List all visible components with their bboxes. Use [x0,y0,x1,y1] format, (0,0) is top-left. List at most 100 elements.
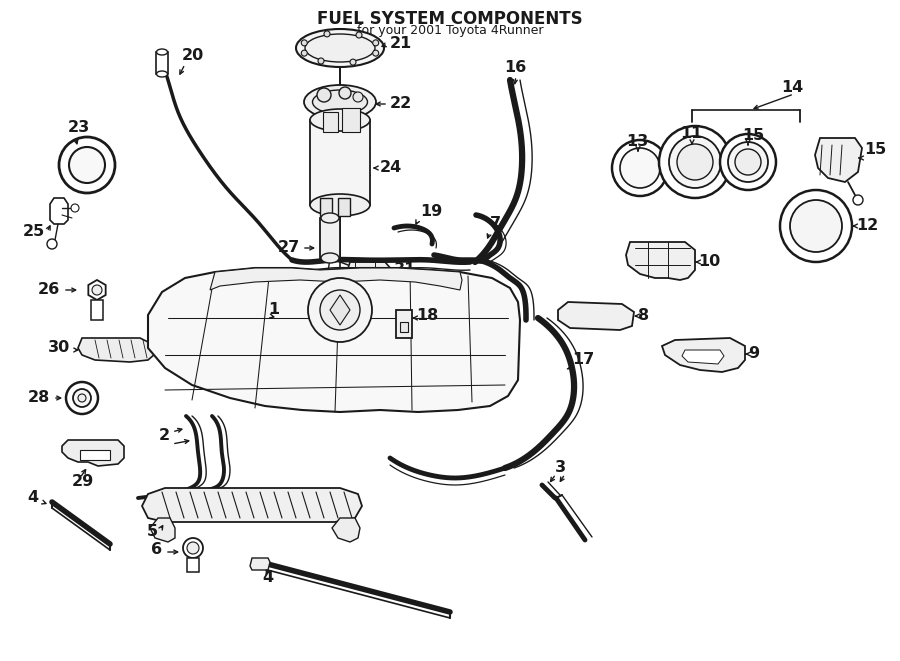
Circle shape [302,50,307,56]
Circle shape [183,538,203,558]
Polygon shape [148,268,520,412]
Circle shape [92,285,102,295]
Ellipse shape [157,49,167,55]
Bar [187,558,199,572]
Circle shape [318,58,324,64]
Polygon shape [345,262,392,302]
Ellipse shape [305,34,375,62]
Circle shape [620,148,660,188]
Ellipse shape [321,213,339,223]
Text: 30: 30 [48,340,70,356]
Polygon shape [250,558,270,570]
Circle shape [373,40,379,46]
Text: 4: 4 [262,570,273,586]
Text: 2: 2 [159,428,170,442]
Text: 6: 6 [151,543,162,557]
Text: 1: 1 [268,303,279,317]
Text: 29: 29 [72,475,94,490]
Circle shape [373,50,379,56]
Ellipse shape [296,29,384,67]
Circle shape [302,40,307,46]
Polygon shape [50,198,68,224]
Circle shape [73,389,91,407]
Text: 8: 8 [638,309,649,323]
Bar [91,300,103,320]
Text: 3: 3 [554,461,565,475]
Polygon shape [80,450,110,460]
Text: 15: 15 [742,128,764,143]
Circle shape [47,239,57,249]
Text: 26: 26 [38,282,60,297]
Polygon shape [662,338,745,372]
Circle shape [339,87,351,99]
Circle shape [71,204,79,212]
Polygon shape [88,280,105,300]
Text: 17: 17 [572,352,594,368]
Text: 31: 31 [394,262,416,278]
Bar [400,322,408,332]
Circle shape [728,142,768,182]
Text: 9: 9 [748,346,759,362]
Circle shape [735,149,761,175]
Polygon shape [78,338,155,362]
Circle shape [78,394,86,402]
Ellipse shape [157,71,167,77]
Text: 12: 12 [856,219,878,233]
Polygon shape [332,518,360,542]
Circle shape [780,190,852,262]
Bar [323,112,338,132]
Text: 4: 4 [27,490,38,506]
Ellipse shape [321,253,339,263]
Circle shape [317,88,331,102]
Text: 7: 7 [490,217,501,231]
Polygon shape [62,440,124,466]
Circle shape [356,32,362,38]
Text: 14: 14 [781,81,803,95]
Circle shape [853,195,863,205]
Text: for your 2001 Toyota 4Runner: for your 2001 Toyota 4Runner [356,24,544,37]
Circle shape [59,137,115,193]
Bar [342,108,360,132]
Text: 19: 19 [420,204,442,219]
Circle shape [353,92,363,102]
Text: FUEL SYSTEM COMPONENTS: FUEL SYSTEM COMPONENTS [317,10,583,28]
Text: 18: 18 [416,307,438,323]
Circle shape [350,59,356,65]
Polygon shape [210,268,462,290]
Text: 24: 24 [380,161,402,176]
Circle shape [612,140,668,196]
Ellipse shape [304,85,376,119]
Circle shape [69,147,105,183]
Ellipse shape [310,109,370,131]
Text: 27: 27 [278,241,300,256]
Circle shape [669,136,721,188]
Polygon shape [815,138,862,182]
Text: 10: 10 [698,254,720,270]
Bar [338,198,350,216]
Polygon shape [150,518,175,542]
Bar [320,218,340,258]
Circle shape [324,31,330,37]
Ellipse shape [312,90,367,114]
Bar [156,52,168,74]
Bar [310,120,370,205]
Text: 13: 13 [626,134,648,149]
Ellipse shape [310,194,370,216]
Text: 5: 5 [147,524,158,539]
Text: 20: 20 [182,48,204,63]
Text: 25: 25 [22,225,45,239]
Text: 11: 11 [680,126,702,141]
Polygon shape [626,242,695,280]
Circle shape [320,290,360,330]
Text: 21: 21 [390,36,412,52]
Polygon shape [558,302,634,330]
Circle shape [659,126,731,198]
Circle shape [790,200,842,252]
Bar [396,310,412,338]
Circle shape [677,144,713,180]
Bar [320,198,332,216]
Circle shape [66,382,98,414]
Text: 16: 16 [504,61,526,75]
Polygon shape [142,488,362,522]
Text: 28: 28 [28,391,50,405]
